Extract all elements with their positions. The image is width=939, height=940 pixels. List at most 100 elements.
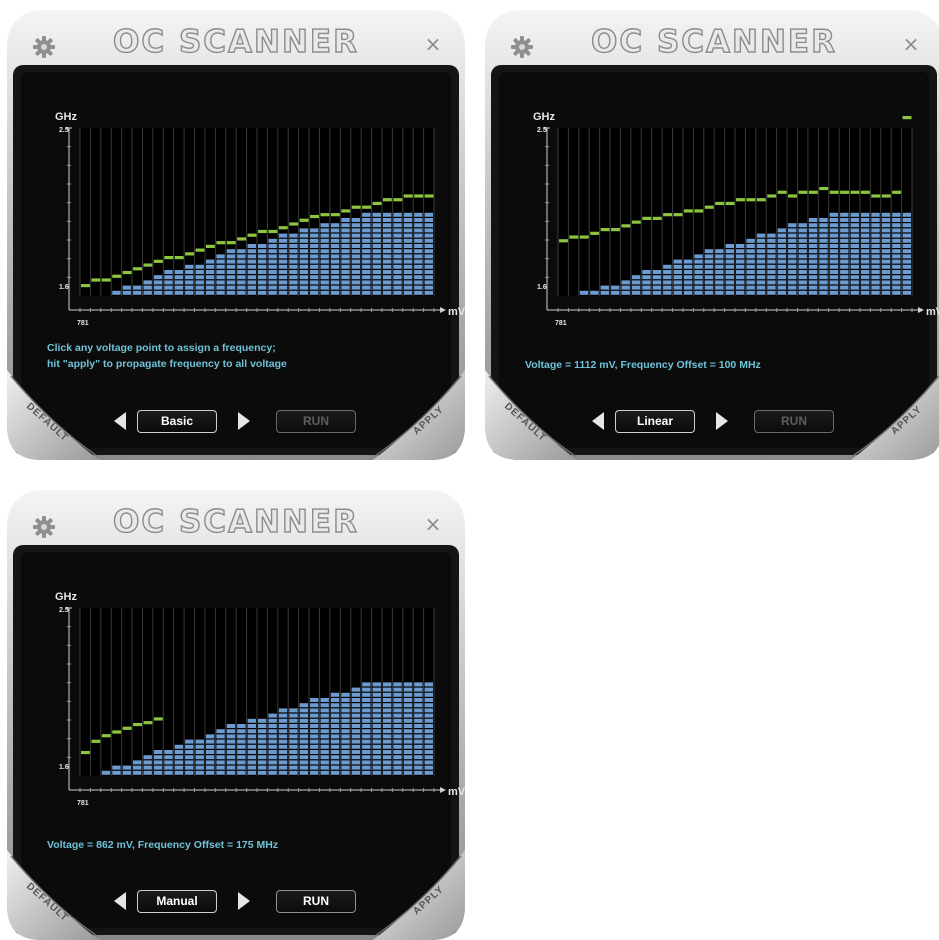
bar[interactable] (143, 755, 152, 775)
curve-point[interactable] (652, 216, 662, 220)
close-icon[interactable]: × (424, 512, 442, 536)
bar[interactable] (299, 228, 309, 295)
bar[interactable] (767, 233, 776, 295)
close-icon[interactable]: × (424, 32, 442, 56)
bar[interactable] (122, 285, 132, 295)
curve-point[interactable] (881, 194, 891, 198)
bar[interactable] (351, 218, 361, 295)
curve-point[interactable] (850, 190, 860, 194)
curve-point[interactable] (122, 726, 132, 730)
bar[interactable] (621, 280, 630, 295)
gear-icon[interactable] (509, 34, 535, 60)
curve-point[interactable] (746, 198, 756, 202)
bar[interactable] (216, 254, 225, 295)
gear-icon[interactable] (31, 34, 57, 60)
curve-point[interactable] (133, 722, 142, 727)
bar[interactable] (414, 212, 423, 295)
curve-point[interactable] (310, 214, 319, 219)
bar[interactable] (850, 212, 859, 295)
mode-button[interactable]: Basic (137, 410, 217, 433)
curve-point[interactable] (871, 194, 881, 198)
bar[interactable] (112, 765, 121, 775)
bar[interactable] (185, 739, 194, 775)
curve-point[interactable] (600, 228, 610, 232)
bar[interactable] (320, 223, 329, 295)
bar[interactable] (362, 682, 371, 775)
bar[interactable] (237, 249, 246, 295)
mode-button[interactable]: Linear (615, 410, 695, 433)
curve-point[interactable] (579, 235, 589, 239)
curve-point[interactable] (902, 116, 912, 120)
bar[interactable] (133, 760, 142, 775)
curve-point[interactable] (860, 190, 870, 194)
curve-point[interactable] (631, 220, 641, 224)
prev-mode-button[interactable] (592, 412, 606, 430)
bar[interactable] (746, 238, 755, 295)
next-mode-button[interactable] (236, 412, 250, 430)
bar[interactable] (195, 264, 204, 295)
bar[interactable] (590, 290, 599, 295)
curve-point[interactable] (704, 205, 714, 209)
bar[interactable] (310, 228, 319, 295)
curve-point[interactable] (247, 233, 257, 237)
curve-point[interactable] (725, 201, 735, 206)
bar[interactable] (600, 285, 610, 295)
bar[interactable] (247, 718, 256, 775)
bar[interactable] (289, 708, 298, 775)
bar[interactable] (226, 724, 236, 775)
bar[interactable] (840, 212, 849, 295)
bar[interactable] (216, 729, 225, 775)
curve-point[interactable] (694, 209, 704, 213)
curve-point[interactable] (226, 241, 236, 245)
curve-point[interactable] (403, 194, 413, 198)
vf-curve-chart[interactable]: GHz 2.5 1.6 781 mV (485, 10, 939, 460)
curve-point[interactable] (185, 252, 195, 256)
curve-point[interactable] (424, 194, 434, 198)
bar[interactable] (881, 212, 891, 295)
curve-point[interactable] (683, 209, 693, 213)
bar[interactable] (424, 212, 433, 295)
bar[interactable] (715, 249, 724, 295)
bar[interactable] (122, 765, 132, 775)
curve-point[interactable] (289, 222, 299, 226)
bar[interactable] (382, 212, 392, 295)
curve-point[interactable] (642, 216, 652, 220)
bar[interactable] (341, 218, 350, 295)
curve-point[interactable] (569, 235, 579, 239)
run-button[interactable]: RUN (276, 890, 356, 913)
bar[interactable] (258, 718, 267, 775)
curve-point[interactable] (840, 190, 850, 194)
curve-point[interactable] (756, 198, 766, 202)
run-button[interactable]: RUN (754, 410, 834, 433)
mode-button[interactable]: Manual (137, 890, 217, 913)
bar[interactable] (112, 290, 121, 295)
bar[interactable] (777, 228, 787, 295)
curve-point[interactable] (143, 263, 153, 267)
bar[interactable] (424, 682, 433, 775)
bar[interactable] (351, 687, 361, 775)
curve-point[interactable] (611, 228, 620, 232)
bar[interactable] (174, 744, 184, 775)
bar[interactable] (320, 698, 329, 775)
bar[interactable] (174, 270, 184, 295)
curve-point[interactable] (808, 190, 818, 194)
bar[interactable] (403, 682, 413, 775)
bar[interactable] (642, 270, 651, 295)
bar[interactable] (788, 223, 797, 295)
curve-point[interactable] (341, 209, 351, 213)
curve-point[interactable] (174, 256, 184, 260)
bar[interactable] (164, 750, 173, 775)
bar[interactable] (798, 223, 807, 295)
bar[interactable] (289, 233, 298, 295)
bar[interactable] (902, 212, 911, 295)
curve-point[interactable] (590, 231, 600, 235)
bar[interactable] (393, 682, 402, 775)
bar[interactable] (258, 244, 267, 295)
curve-point[interactable] (798, 190, 808, 194)
curve-point[interactable] (788, 194, 797, 198)
vf-curve-chart[interactable]: GHz 2.5 1.6 781 mV (7, 10, 465, 460)
bar[interactable] (237, 724, 246, 775)
bar[interactable] (372, 682, 381, 775)
gear-icon[interactable] (31, 514, 57, 540)
curve-point[interactable] (819, 186, 829, 191)
